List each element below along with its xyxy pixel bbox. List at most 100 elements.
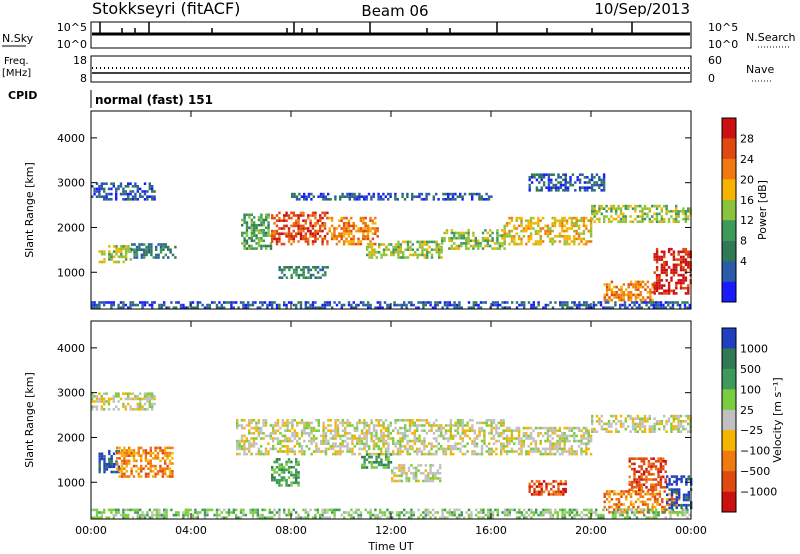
range-gate-cell bbox=[122, 247, 125, 251]
range-gate-cell bbox=[553, 222, 557, 225]
range-gate-cell bbox=[264, 434, 268, 438]
range-gate-cell bbox=[269, 447, 272, 451]
range-gate-cell bbox=[171, 451, 174, 455]
range-gate-cell bbox=[547, 173, 551, 176]
range-gate-cell bbox=[662, 486, 665, 489]
range-gate-cell bbox=[658, 292, 661, 295]
range-gate-cell bbox=[615, 422, 618, 426]
range-gate-cell bbox=[645, 470, 648, 473]
range-gate-cell bbox=[296, 424, 299, 427]
range-gate-cell bbox=[677, 210, 680, 213]
range-gate-cell bbox=[372, 426, 376, 430]
range-gate-cell bbox=[666, 485, 669, 489]
range-gate-cell bbox=[643, 414, 647, 418]
range-gate-cell bbox=[591, 417, 594, 420]
range-gate-cell bbox=[387, 434, 390, 438]
range-gate-cell bbox=[334, 419, 337, 422]
range-gate-cell bbox=[657, 480, 660, 484]
range-gate-cell bbox=[135, 451, 138, 455]
range-gate-cell bbox=[309, 224, 312, 228]
range-gate-cell bbox=[643, 301, 646, 304]
range-gate-cell bbox=[575, 508, 579, 512]
range-gate-cell bbox=[250, 231, 253, 235]
range-gate-cell bbox=[344, 429, 347, 432]
range-gate-cell bbox=[295, 460, 298, 464]
range-gate-cell bbox=[249, 508, 252, 512]
range-gate-cell bbox=[370, 243, 374, 246]
range-gate-cell bbox=[660, 420, 663, 423]
range-gate-cell bbox=[368, 424, 371, 427]
range-gate-cell bbox=[677, 498, 681, 501]
range-gate-cell bbox=[415, 466, 418, 470]
range-gate-cell bbox=[485, 421, 488, 425]
power-xticks bbox=[90, 111, 692, 309]
range-gate-cell bbox=[283, 478, 286, 482]
range-gate-cell bbox=[141, 306, 144, 309]
range-gate-cell bbox=[400, 474, 403, 478]
range-gate-cell bbox=[646, 498, 650, 501]
range-gate-cell bbox=[148, 508, 151, 512]
range-gate-cell bbox=[679, 255, 683, 259]
range-gate-cell bbox=[300, 452, 304, 456]
range-gate-cell bbox=[365, 421, 368, 425]
range-gate-cell bbox=[635, 480, 639, 484]
range-gate-cell bbox=[128, 451, 131, 455]
range-gate-cell bbox=[593, 207, 596, 210]
range-gate-cell bbox=[679, 268, 683, 272]
range-gate-cell bbox=[196, 513, 199, 517]
range-gate-cell bbox=[563, 447, 566, 451]
range-gate-cell bbox=[408, 426, 412, 430]
range-gate-cell bbox=[118, 470, 121, 473]
range-gate-cell bbox=[525, 452, 528, 456]
range-gate-cell bbox=[157, 243, 160, 246]
range-gate-cell bbox=[576, 178, 579, 182]
range-gate-cell bbox=[286, 421, 289, 425]
range-gate-cell bbox=[336, 450, 340, 453]
range-gate-cell bbox=[117, 400, 120, 403]
power-colorbar-label: Power [dB] bbox=[756, 180, 769, 240]
range-gate-cell bbox=[575, 511, 579, 514]
range-gate-cell bbox=[478, 429, 481, 432]
range-gate-cell bbox=[491, 511, 495, 514]
range-gate-cell bbox=[98, 452, 101, 456]
range-gate-cell bbox=[568, 429, 571, 432]
range-gate-cell bbox=[406, 419, 409, 422]
range-gate-cell bbox=[663, 289, 666, 293]
range-gate-cell bbox=[640, 483, 643, 486]
range-gate-cell bbox=[505, 224, 509, 228]
range-gate-cell bbox=[330, 224, 334, 228]
range-gate-cell bbox=[455, 508, 459, 512]
range-gate-cell bbox=[283, 232, 286, 235]
range-gate-cell bbox=[100, 187, 103, 191]
range-gate-cell bbox=[616, 511, 619, 514]
range-gate-cell bbox=[646, 285, 650, 289]
range-gate-cell bbox=[566, 301, 569, 304]
range-gate-cell bbox=[652, 306, 655, 309]
range-gate-cell bbox=[293, 450, 296, 453]
range-gate-cell bbox=[611, 513, 615, 517]
range-gate-cell bbox=[636, 414, 639, 418]
range-gate-cell bbox=[123, 475, 126, 478]
range-gate-cell bbox=[168, 459, 172, 463]
cpid-panel: CPID normal (fast) 151 bbox=[8, 89, 213, 108]
range-gate-cell bbox=[646, 417, 649, 420]
range-gate-cell bbox=[423, 437, 426, 440]
range-gate-cell bbox=[374, 306, 377, 309]
range-gate-cell bbox=[311, 232, 315, 235]
range-gate-cell bbox=[334, 424, 337, 427]
range-gate-cell bbox=[641, 210, 644, 213]
range-gate-cell bbox=[271, 235, 274, 238]
range-gate-cell bbox=[324, 447, 328, 451]
range-gate-cell bbox=[517, 235, 521, 238]
range-gate-cell bbox=[621, 303, 624, 307]
range-gate-cell bbox=[470, 516, 473, 519]
range-gate-cell bbox=[440, 248, 443, 251]
range-gate-cell bbox=[623, 303, 627, 307]
range-gate-cell bbox=[663, 217, 666, 221]
range-gate-cell bbox=[450, 244, 453, 248]
range-gate-cell bbox=[615, 210, 618, 213]
range-gate-cell bbox=[143, 408, 147, 411]
range-gate-cell bbox=[627, 505, 630, 509]
range-gate-cell bbox=[147, 451, 150, 455]
range-gate-cell bbox=[631, 425, 635, 428]
